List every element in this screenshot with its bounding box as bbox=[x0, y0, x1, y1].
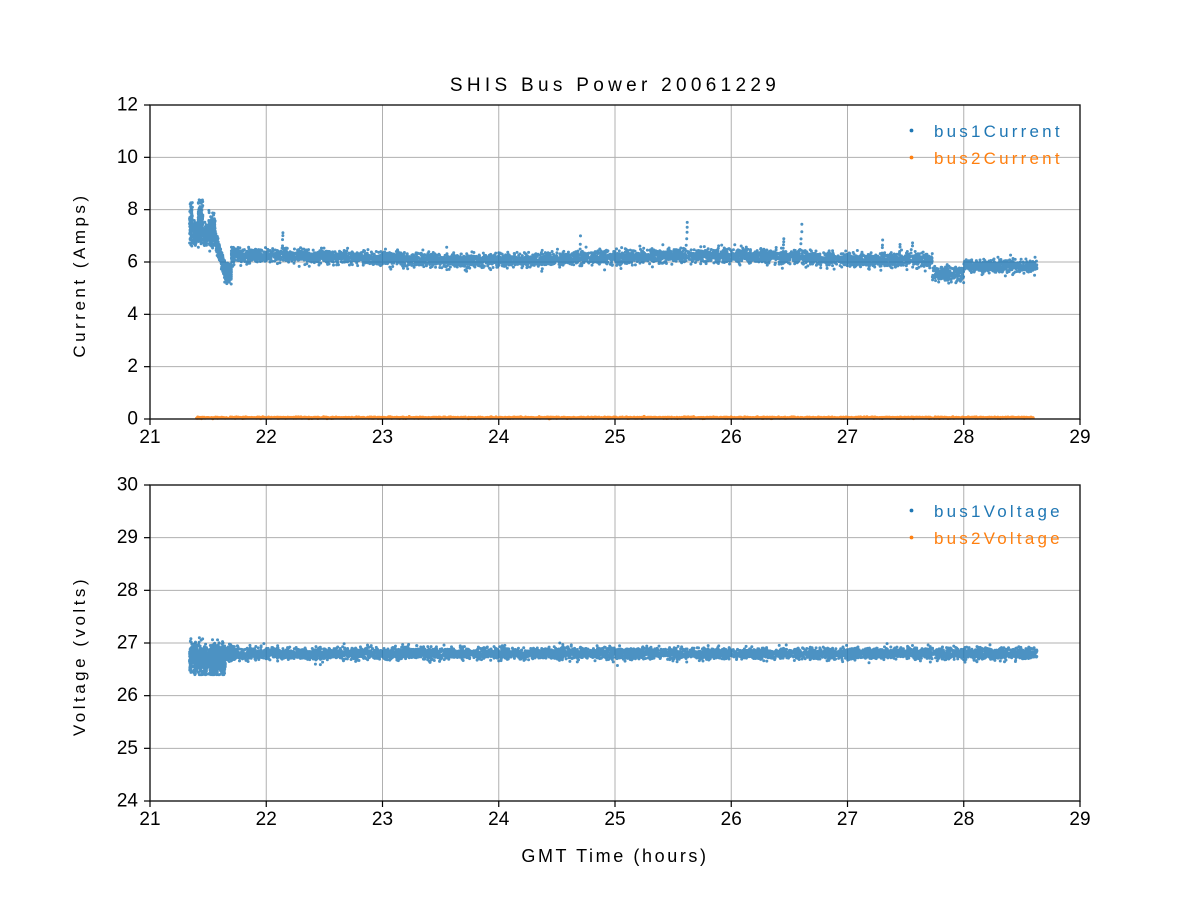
svg-text:24: 24 bbox=[488, 809, 510, 830]
svg-text:22: 22 bbox=[256, 427, 277, 448]
svg-text:26: 26 bbox=[117, 685, 138, 706]
svg-text:29: 29 bbox=[1069, 809, 1090, 830]
svg-text:27: 27 bbox=[837, 809, 858, 830]
svg-text:24: 24 bbox=[117, 791, 139, 812]
svg-text:25: 25 bbox=[604, 809, 625, 830]
svg-text:2: 2 bbox=[127, 356, 138, 377]
svg-text:29: 29 bbox=[1069, 427, 1090, 448]
svg-text:8: 8 bbox=[127, 199, 138, 220]
svg-text:27: 27 bbox=[117, 633, 138, 654]
svg-text:GMT Time (hours): GMT Time (hours) bbox=[521, 846, 708, 866]
svg-text:27: 27 bbox=[837, 427, 858, 448]
svg-text:12: 12 bbox=[117, 95, 138, 116]
svg-text:26: 26 bbox=[721, 809, 742, 830]
svg-text:Voltage (volts): Voltage (volts) bbox=[70, 576, 89, 736]
svg-text:21: 21 bbox=[139, 809, 160, 830]
svg-text:28: 28 bbox=[953, 427, 974, 448]
svg-text:6: 6 bbox=[127, 252, 138, 273]
svg-text:bus2Voltage: bus2Voltage bbox=[934, 529, 1063, 548]
svg-text:23: 23 bbox=[372, 809, 393, 830]
svg-text:25: 25 bbox=[604, 427, 625, 448]
svg-text:21: 21 bbox=[139, 427, 160, 448]
svg-text:10: 10 bbox=[117, 147, 138, 168]
svg-text:28: 28 bbox=[117, 580, 138, 601]
svg-text:SHIS Bus Power 20061229: SHIS Bus Power 20061229 bbox=[450, 75, 780, 96]
svg-text:0: 0 bbox=[127, 409, 138, 430]
svg-text:29: 29 bbox=[117, 527, 138, 548]
svg-text:23: 23 bbox=[372, 427, 393, 448]
svg-text:4: 4 bbox=[127, 304, 138, 325]
svg-text:24: 24 bbox=[488, 427, 510, 448]
svg-text:bus1Voltage: bus1Voltage bbox=[934, 502, 1063, 521]
svg-text:bus1Current: bus1Current bbox=[934, 122, 1063, 141]
svg-text:30: 30 bbox=[117, 475, 138, 496]
svg-text:bus2Current: bus2Current bbox=[934, 149, 1063, 168]
svg-text:25: 25 bbox=[117, 738, 138, 759]
svg-text:26: 26 bbox=[721, 427, 742, 448]
svg-text:Current (Amps): Current (Amps) bbox=[70, 192, 89, 357]
svg-text:22: 22 bbox=[256, 809, 277, 830]
svg-text:28: 28 bbox=[953, 809, 974, 830]
